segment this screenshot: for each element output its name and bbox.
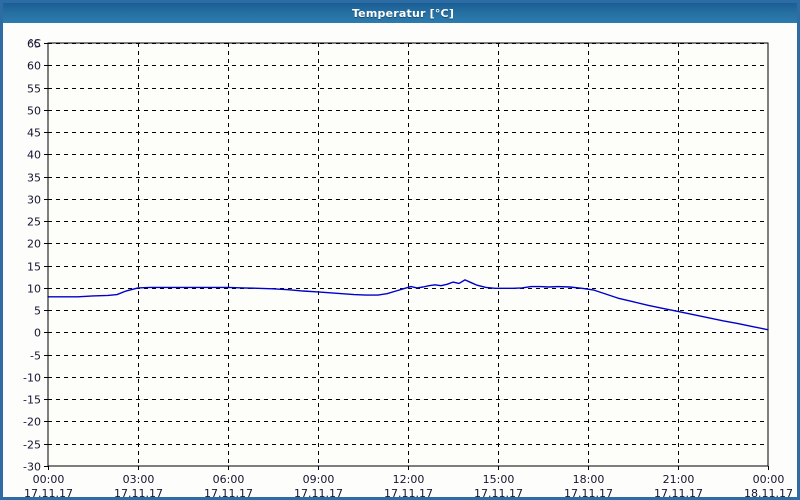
x-tick-time-label: 06:00 [213, 473, 245, 486]
x-axis-labels: 00:0017.11.1703:0017.11.1706:0017.11.170… [24, 473, 793, 500]
x-tick-date-label: 17.11.17 [384, 487, 433, 500]
x-axis-tickmarks [48, 466, 769, 470]
y-tick-label: -10 [23, 372, 41, 385]
window-titlebar: Temperatur [°C] [3, 3, 797, 23]
series-lines [47, 279, 769, 331]
y-tick-label: 25 [27, 216, 41, 229]
y-axis-labels: 65605550454035302520151050-5-10-15-20-25… [23, 38, 41, 474]
y-tick-label: 45 [27, 127, 41, 140]
y-tick-label: 30 [27, 194, 41, 207]
x-tick-date-label: 17.11.17 [654, 487, 703, 500]
y-tick-label: 65 [27, 38, 41, 51]
y-tick-label: 55 [27, 83, 41, 96]
x-tick-date-label: 17.11.17 [204, 487, 253, 500]
y-axis-unit-label: °C [28, 38, 41, 50]
y-tick-label: 5 [34, 305, 41, 318]
y-tick-label: -30 [23, 461, 41, 474]
y-tick-label: -15 [23, 394, 41, 407]
x-tick-date-label: 17.11.17 [114, 487, 163, 500]
x-tick-date-label: 17.11.17 [294, 487, 343, 500]
chart-plot-container: 65 60 55 50 45 40 35 30 25 20 15 10 5 0 -5 -10 -15 -20 -25… [3, 23, 797, 500]
y-axis-tickmarks [44, 43, 48, 467]
x-tick-time-label: 00:00 [753, 473, 785, 486]
y-tick-label: -5 [30, 350, 41, 363]
x-tick-date-label: 17.11.17 [564, 487, 613, 500]
x-tick-time-label: 21:00 [663, 473, 695, 486]
x-tick-time-label: 15:00 [483, 473, 515, 486]
x-tick-date-label: 17.11.17 [474, 487, 523, 500]
vertical-gridlines [138, 43, 679, 466]
series-line-temperatur [47, 279, 769, 331]
y-tick-label: 50 [27, 105, 41, 118]
y-tick-label: 60 [27, 60, 41, 73]
y-tick-label: -20 [23, 416, 41, 429]
x-tick-time-label: 03:00 [123, 473, 155, 486]
x-tick-time-label: 18:00 [573, 473, 605, 486]
temperature-line-chart: 65605550454035302520151050-5-10-15-20-25… [23, 38, 793, 500]
x-tick-time-label: 09:00 [303, 473, 335, 486]
y-tick-label: 15 [27, 261, 41, 274]
y-tick-label: 10 [27, 283, 41, 296]
x-tick-date-label: 17.11.17 [24, 487, 73, 500]
x-tick-time-label: 00:00 [33, 473, 65, 486]
y-tick-label: 20 [27, 238, 41, 251]
y-tick-label: -25 [23, 439, 41, 452]
y-tick-label: 40 [27, 149, 41, 162]
y-tick-label: 35 [27, 172, 41, 185]
y-tick-label: 0 [34, 327, 41, 340]
plot-frame-border [47, 42, 769, 467]
window-title: Temperatur [°C] [351, 6, 455, 20]
x-tick-date-label: 18.11.17 [744, 487, 793, 500]
x-tick-time-label: 12:00 [393, 473, 425, 486]
